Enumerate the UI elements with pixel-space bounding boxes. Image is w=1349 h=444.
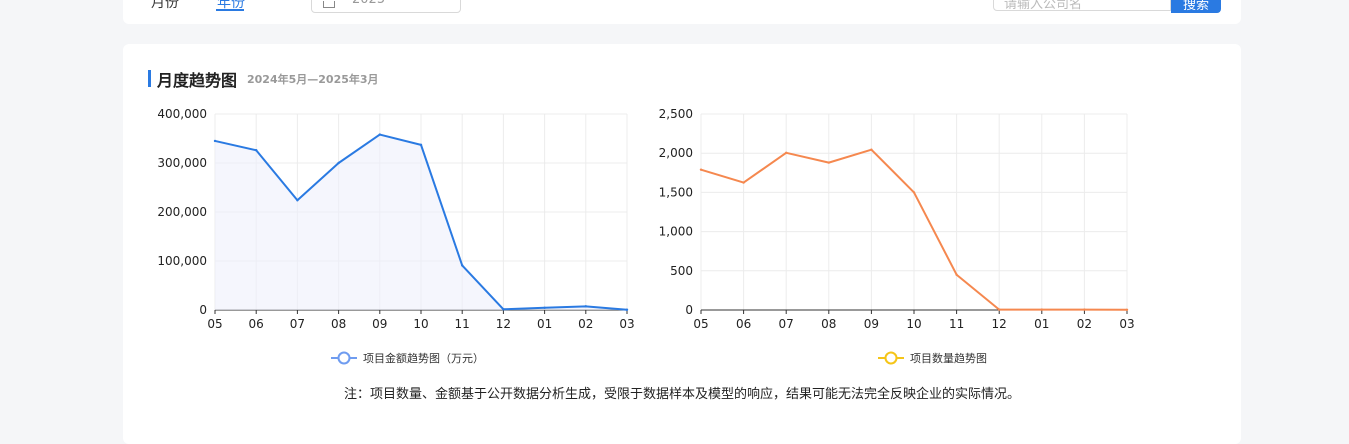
amount-y-tick-label: 200,000 bbox=[157, 205, 207, 219]
count-x-tick-label: 11 bbox=[949, 317, 964, 331]
count-y-tick-label: 1,500 bbox=[659, 185, 693, 199]
count-data-point bbox=[785, 151, 788, 155]
count-data-point bbox=[699, 168, 703, 171]
monthly-trend-card: 月度趋势图 2024年5月—2025年3月 0 100,000 200,000 300… bbox=[123, 44, 1241, 444]
count-data-point bbox=[998, 308, 1001, 311]
count-x-tick-label: 06 bbox=[736, 317, 751, 331]
amount-data-point bbox=[296, 199, 299, 202]
amount-data-point bbox=[543, 306, 546, 309]
amount-legend-marker bbox=[337, 351, 351, 365]
section-subtitle: 2024年5月—2025年3月 bbox=[247, 73, 379, 86]
count-data-point bbox=[870, 148, 873, 151]
count-data-point bbox=[1040, 308, 1043, 311]
company-search-input[interactable]: 请输入公司名 bbox=[993, 0, 1171, 12]
count-data-point bbox=[1083, 308, 1086, 311]
count-x-tick-label: 05 bbox=[693, 317, 708, 331]
amount-y-tick-label: 100,000 bbox=[157, 254, 207, 268]
amount-data-point bbox=[255, 149, 258, 152]
amount-y-tick-label: 400,000 bbox=[157, 107, 207, 121]
amount-legend-label: 项目金额趋势图（万元） bbox=[363, 351, 484, 365]
count-legend-marker bbox=[884, 351, 898, 365]
amount-data-point bbox=[502, 308, 505, 311]
count-data-point bbox=[1125, 308, 1129, 311]
count-x-tick-label: 07 bbox=[779, 317, 794, 331]
calendar-icon bbox=[323, 1, 335, 8]
amount-x-tick-label: 10 bbox=[413, 317, 428, 331]
amount-x-tick-label: 07 bbox=[290, 317, 305, 331]
tab-year[interactable]: 年份 bbox=[217, 0, 245, 11]
count-x-tick-label: 03 bbox=[1119, 317, 1134, 331]
count-y-tick-label: 2,000 bbox=[659, 146, 693, 160]
amount-area bbox=[215, 134, 627, 310]
tab-month[interactable]: 月份 bbox=[151, 0, 179, 11]
year-picker-value: 2025 bbox=[352, 0, 385, 7]
disclaimer-note: 注：项目数量、金额基于公开数据分析生成，受限于数据样本及模型的响应，结果可能无法… bbox=[343, 387, 1020, 402]
amount-data-point bbox=[461, 264, 464, 267]
amount-x-tick-label: 09 bbox=[372, 317, 387, 331]
count-y-tick-label: 1,000 bbox=[659, 225, 693, 239]
amount-data-point bbox=[378, 133, 381, 136]
amount-x-tick-label: 06 bbox=[249, 317, 264, 331]
count-data-point bbox=[955, 273, 958, 276]
amount-x-tick-label: 11 bbox=[455, 317, 470, 331]
amount-y-tick-label: 0 bbox=[199, 303, 207, 317]
count-x-tick-label: 09 bbox=[864, 317, 879, 331]
amount-data-point bbox=[213, 139, 217, 143]
count-x-tick-label: 10 bbox=[906, 317, 921, 331]
amount-x-tick-label: 03 bbox=[619, 317, 634, 331]
count-data-point bbox=[912, 191, 916, 194]
title-accent-bar bbox=[148, 70, 151, 87]
count-legend-label: 项目数量趋势图 bbox=[910, 352, 987, 365]
count-data-point bbox=[827, 161, 830, 164]
count-y-tick-label: 2,500 bbox=[659, 107, 693, 121]
count-y-tick-label: 0 bbox=[685, 303, 693, 317]
amount-data-point bbox=[337, 161, 340, 165]
count-data-point bbox=[742, 181, 745, 184]
amount-x-tick-label: 05 bbox=[207, 317, 222, 331]
filter-bar: 月份 年份 2025 请输入公司名 搜索 bbox=[123, 0, 1241, 24]
count-y-tick-label: 500 bbox=[670, 264, 693, 278]
section-title: 月度趋势图 bbox=[157, 71, 238, 90]
count-x-tick-label: 08 bbox=[821, 317, 836, 331]
count-x-tick-label: 02 bbox=[1077, 317, 1092, 331]
amount-data-point bbox=[625, 308, 629, 311]
search-button[interactable]: 搜索 bbox=[1171, 0, 1221, 13]
active-tab-indicator bbox=[216, 9, 244, 11]
amount-x-tick-label: 02 bbox=[578, 317, 593, 331]
year-picker[interactable]: 2025 bbox=[311, 0, 461, 13]
amount-x-tick-label: 01 bbox=[537, 317, 552, 331]
amount-data-point bbox=[419, 143, 423, 147]
amount-data-point bbox=[584, 305, 587, 308]
amount-x-tick-label: 12 bbox=[496, 317, 511, 331]
amount-x-tick-label: 08 bbox=[331, 317, 346, 331]
count-x-tick-label: 12 bbox=[992, 317, 1007, 331]
trend-charts: 0 100,000 200,000 300,000 400,000 05 06 07 08 09 1… bbox=[157, 107, 1134, 365]
amount-y-tick-label: 300,000 bbox=[157, 156, 207, 170]
count-x-tick-label: 01 bbox=[1034, 317, 1049, 331]
